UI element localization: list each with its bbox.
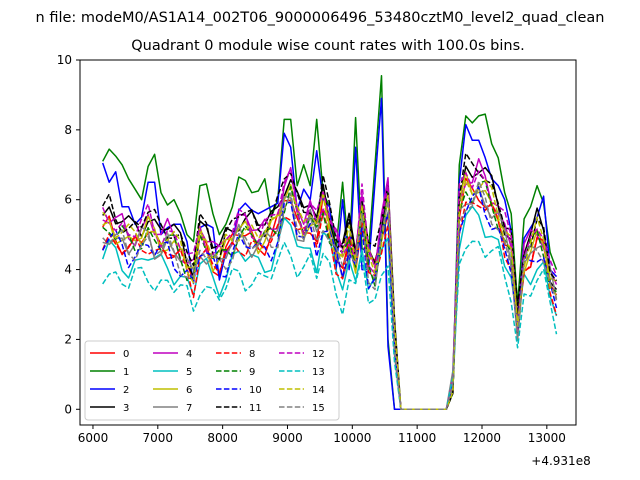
series-line-10 [102,186,558,411]
x-tick-label: 7000 [143,431,174,445]
legend-label-9: 9 [249,367,255,378]
y-tick-label: 8 [64,123,72,137]
legend-label-14: 14 [312,385,325,396]
legend-label-10: 10 [249,385,262,396]
legend-label-7: 7 [186,403,192,414]
x-tick-label: 13000 [528,431,566,445]
x-tick-label: 11000 [398,431,436,445]
legend-label-5: 5 [186,367,192,378]
legend-label-0: 0 [123,349,129,360]
y-tick-label: 10 [57,53,72,67]
legend-box [84,340,340,421]
series-line-11 [102,152,558,411]
legend-label-2: 2 [123,385,129,396]
series-layer [101,74,558,411]
legend-label-8: 8 [249,349,255,360]
x-tick-label: 12000 [463,431,501,445]
legend-label-11: 11 [249,403,262,414]
y-tick-label: 2 [64,332,72,346]
x-tick-label: 8000 [207,431,238,445]
x-offset-label: +4.931e8 [531,454,590,468]
plot-frame [79,59,577,426]
legend-label-6: 6 [186,385,192,396]
series-line-12 [102,167,558,411]
legend-label-4: 4 [186,349,192,360]
series-line-15 [102,180,558,411]
x-axis: 6000 7000 8000 9000 10000 11000 12000 13000 [78,425,566,445]
x-tick-label: 6000 [78,431,109,445]
y-axis: 0 2 4 6 8 10 [57,53,80,416]
legend-label-13: 13 [312,367,325,378]
y-tick-label: 0 [64,402,72,416]
x-tick-label: 10000 [333,431,371,445]
x-tick-label: 9000 [272,431,303,445]
figure-suptitle: n file: modeM0/AS1A14_002T06_9000006496_… [36,10,605,26]
legend-label-12: 12 [312,349,325,360]
y-tick-label: 4 [64,263,72,277]
legend-label-1: 1 [123,367,129,378]
series-line-2 [101,97,558,411]
legend-label-3: 3 [123,403,129,414]
series-line-13 [102,240,558,411]
chart-title: Quadrant 0 module wise count rates with … [131,38,525,54]
legend-label-15: 15 [312,403,325,414]
series-line-9 [102,180,557,411]
y-tick-label: 6 [64,193,72,207]
